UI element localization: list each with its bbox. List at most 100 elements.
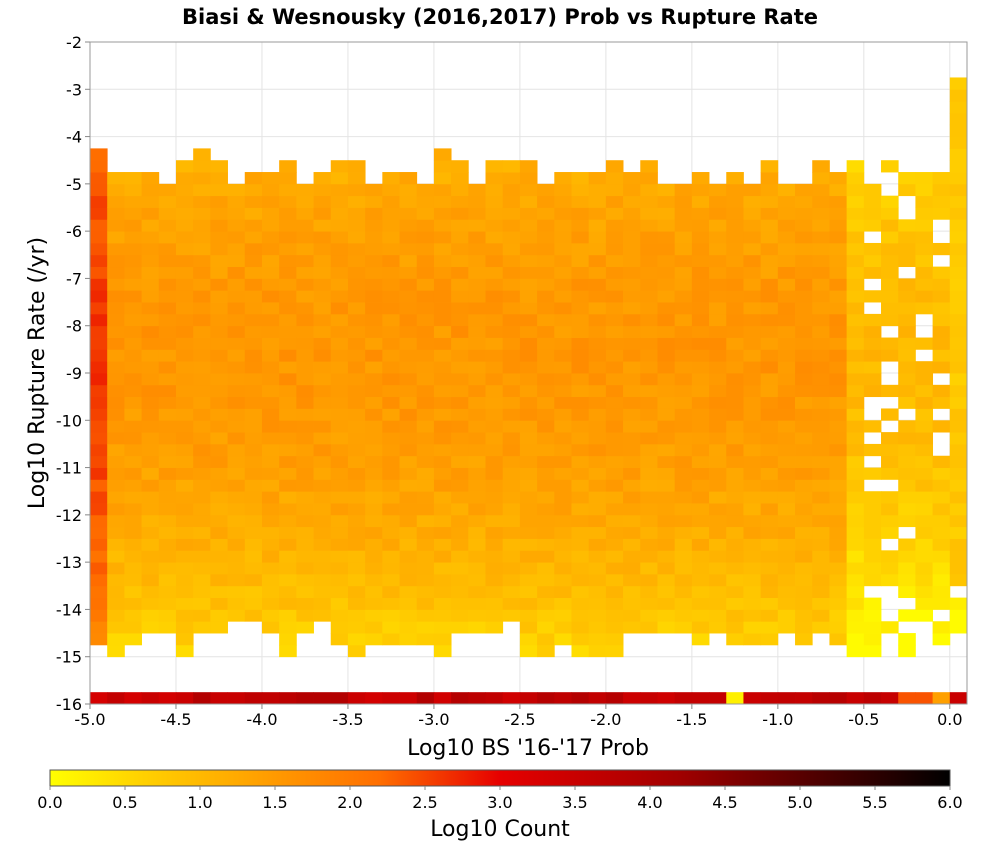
colorbar-tick-label: 5.5 (862, 793, 887, 812)
heatmap-cell (571, 384, 590, 398)
heatmap-cell (279, 302, 297, 315)
heatmap-cell (571, 408, 590, 421)
heatmap-cell (90, 373, 108, 386)
heatmap-cell (537, 514, 555, 528)
heatmap-cell (829, 562, 848, 575)
heatmap-cell (210, 183, 228, 197)
heatmap-cell (141, 609, 160, 622)
heatmap-cell (588, 302, 607, 315)
heatmap-cell (709, 325, 727, 338)
heatmap-cell (915, 207, 934, 220)
heatmap-cell (743, 373, 762, 386)
heatmap-cell (657, 231, 676, 244)
heatmap-cell (932, 562, 951, 575)
heatmap-cell (760, 621, 779, 634)
heatmap-cell (863, 349, 882, 362)
heatmap-cell (399, 432, 418, 445)
heatmap-cell (777, 467, 796, 480)
heatmap-cell (777, 609, 796, 622)
heatmap-cell (416, 278, 435, 291)
heatmap-cell (365, 455, 383, 468)
heatmap-cell (347, 361, 366, 374)
heatmap-cell (382, 597, 400, 610)
heatmap-cell (571, 373, 590, 386)
heatmap-cell (709, 373, 727, 386)
colorbar-tick-label: 0.0 (37, 793, 62, 812)
heatmap-cell (158, 207, 177, 220)
heatmap-cell (399, 361, 418, 374)
heatmap-cell (210, 278, 228, 291)
heatmap-cell (90, 219, 108, 232)
heatmap-cell (949, 136, 968, 149)
heatmap-cell (777, 396, 796, 409)
heatmap-cell (932, 550, 951, 563)
heatmap-cell (640, 373, 658, 386)
heatmap-cell (812, 278, 830, 291)
heatmap-cell (588, 231, 607, 244)
heatmap-cell (605, 242, 624, 256)
heatmap-cell (846, 195, 865, 208)
heatmap-cell (90, 396, 108, 409)
heatmap-cell (175, 514, 194, 528)
heatmap-cell (433, 538, 452, 551)
heatmap-cell (347, 313, 366, 327)
heatmap-cell (898, 231, 916, 244)
heatmap-cell (279, 183, 297, 197)
heatmap-cell (313, 219, 332, 232)
heatmap-cell (330, 313, 349, 327)
heatmap-cell (330, 562, 349, 575)
heatmap-cell (433, 562, 452, 575)
heatmap-cell (571, 183, 590, 197)
heatmap-cell (588, 290, 607, 303)
heatmap-cell (863, 242, 882, 256)
heatmap-cell (674, 562, 693, 575)
heatmap-cell (743, 692, 762, 705)
heatmap-cell (451, 266, 469, 279)
heatmap-cell (709, 195, 727, 208)
heatmap-cell (674, 361, 693, 374)
heatmap-cell (846, 254, 865, 268)
heatmap-cell (210, 349, 228, 362)
heatmap-cell (227, 337, 246, 350)
heatmap-cell (795, 373, 813, 386)
heatmap-cell (347, 278, 366, 291)
heatmap-cell (193, 503, 211, 516)
heatmap-cell (296, 361, 314, 374)
heatmap-cell (382, 325, 400, 338)
heatmap-cell (382, 231, 400, 244)
heatmap-cell (227, 443, 246, 457)
heatmap-cell (416, 467, 435, 480)
heatmap-cell (347, 633, 366, 646)
heatmap-cell (709, 302, 727, 315)
heatmap-cell (485, 266, 504, 279)
heatmap-cell (605, 278, 624, 291)
heatmap-cell (709, 491, 727, 504)
heatmap-cell (502, 325, 521, 338)
heatmap-cell (949, 112, 968, 126)
heatmap-cell (915, 290, 934, 303)
heatmap-cell (623, 349, 641, 362)
heatmap-cell (485, 302, 504, 315)
heatmap-cell (158, 254, 177, 268)
heatmap-cell (451, 396, 469, 409)
heatmap-cell (932, 597, 951, 610)
heatmap-cell (227, 432, 246, 445)
heatmap-cell (210, 266, 228, 279)
heatmap-cell (279, 644, 297, 658)
heatmap-cell (244, 266, 263, 279)
heatmap-cell (863, 443, 882, 457)
heatmap-cell (330, 692, 349, 705)
heatmap-cell (451, 562, 469, 575)
heatmap-cell (451, 373, 469, 386)
heatmap-cell (502, 609, 521, 622)
heatmap-cell (623, 302, 641, 315)
heatmap-cell (588, 172, 607, 185)
heatmap-cell (365, 503, 383, 516)
heatmap-cell (588, 195, 607, 208)
heatmap-cell (623, 254, 641, 268)
heatmap-cell (915, 585, 934, 599)
heatmap-cell (519, 526, 538, 539)
heatmap-cell (726, 302, 744, 315)
heatmap-cell (433, 550, 452, 563)
heatmap-cell (90, 432, 108, 445)
